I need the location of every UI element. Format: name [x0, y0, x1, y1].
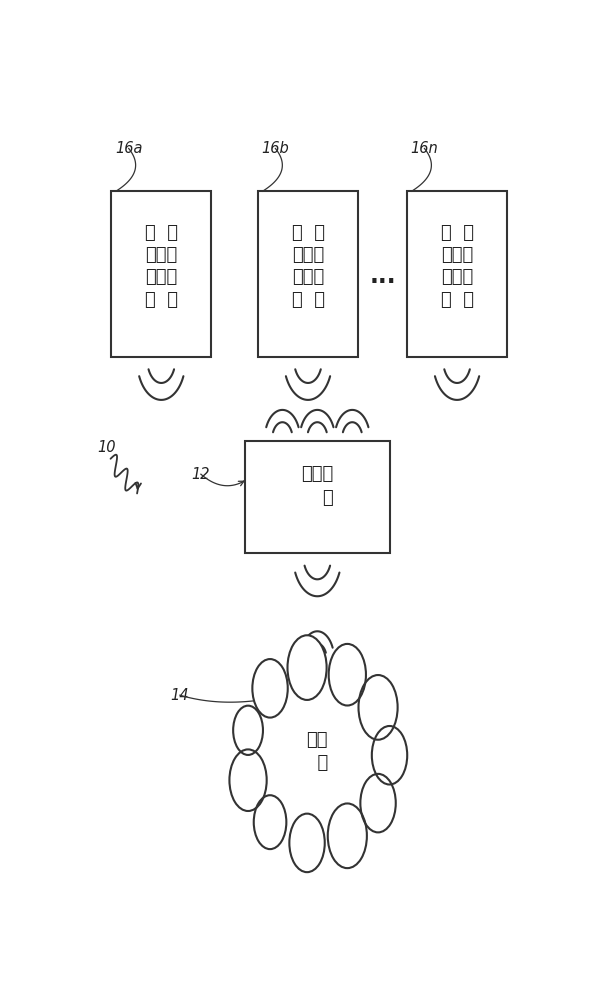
- Text: 10: 10: [97, 440, 116, 455]
- Circle shape: [230, 749, 267, 811]
- Text: 16n: 16n: [410, 141, 438, 156]
- Text: 移动装
    置: 移动装 置: [300, 465, 334, 507]
- Circle shape: [328, 803, 367, 868]
- Circle shape: [372, 726, 407, 785]
- FancyBboxPatch shape: [258, 191, 358, 357]
- FancyBboxPatch shape: [245, 441, 389, 553]
- Circle shape: [289, 814, 325, 872]
- Circle shape: [254, 795, 286, 849]
- Circle shape: [359, 675, 398, 740]
- Text: ...: ...: [369, 264, 396, 288]
- Text: 16b: 16b: [261, 141, 289, 156]
- Text: 控  制
访问控
制装置
访  问: 控 制 访问控 制装置 访 问: [441, 224, 474, 309]
- FancyBboxPatch shape: [407, 191, 507, 357]
- Text: 12: 12: [192, 467, 210, 482]
- Circle shape: [233, 706, 263, 755]
- Text: 16a: 16a: [115, 141, 142, 156]
- Circle shape: [252, 659, 288, 718]
- Circle shape: [329, 644, 366, 706]
- Text: 14: 14: [171, 688, 189, 703]
- FancyBboxPatch shape: [111, 191, 212, 357]
- Circle shape: [361, 774, 396, 832]
- Text: 控  制
访问控
制装置
访  问: 控 制 访问控 制装置 访 问: [291, 224, 325, 309]
- Text: 控  制
访问控
制装置
访  问: 控 制 访问控 制装置 访 问: [145, 224, 178, 309]
- Ellipse shape: [256, 680, 379, 831]
- Circle shape: [287, 635, 326, 700]
- Text: 服务
  器: 服务 器: [306, 731, 329, 772]
